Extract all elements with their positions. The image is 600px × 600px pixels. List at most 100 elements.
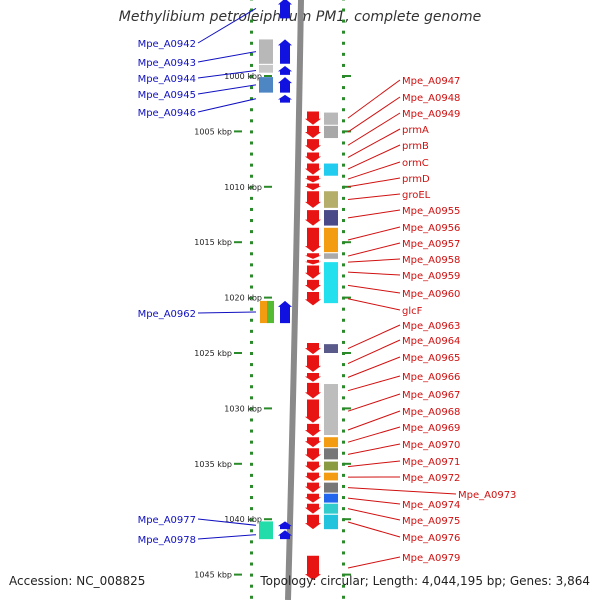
gene-label-right: Mpe_A0957 — [402, 239, 460, 250]
gene-arrow-right — [305, 555, 321, 581]
gene-arrow-right — [305, 183, 321, 191]
leader-line-left — [197, 84, 257, 95]
gene-label-right: ormC — [402, 158, 429, 169]
backbone-line — [285, 0, 304, 600]
scale-dot-left — [250, 207, 253, 211]
gene-arrow-left — [278, 94, 292, 103]
scale-dot-right — [342, 363, 345, 367]
scale-dot-right — [342, 484, 345, 488]
gene-label-right: Mpe_A0947 — [402, 76, 460, 87]
scale-dot-left — [250, 296, 253, 300]
scale-tick-right — [343, 352, 351, 354]
gene-arrow-left — [278, 530, 292, 540]
leader-line-right — [347, 209, 401, 219]
scale-dot-right — [342, 562, 345, 566]
leader-line-right — [347, 497, 401, 505]
annotation-block — [324, 514, 338, 530]
leader-line-right — [347, 375, 401, 392]
scale-dot-right — [342, 97, 345, 101]
scale-dot-left — [250, 518, 253, 522]
scale-dot-left — [250, 496, 253, 500]
scale-dot-left — [250, 595, 253, 599]
scale-tick-label: 1005 kbp — [194, 127, 232, 136]
scale-tick-label: 1010 kbp — [224, 183, 262, 192]
scale-dot-right — [342, 30, 345, 34]
annotation-block — [324, 448, 338, 460]
gene-arrow-right — [305, 382, 321, 399]
scale-tick-left — [264, 296, 272, 299]
leader-line-left — [197, 51, 257, 63]
scale-dot-left — [250, 52, 253, 56]
gene-label-right: glcF — [402, 306, 423, 317]
scale-tick-label: 1035 kbp — [194, 460, 232, 469]
scale-dot-left — [250, 196, 253, 200]
annotation-block — [324, 344, 338, 353]
gene-label-right: Mpe_A0966 — [402, 372, 460, 383]
scale-tick-label: 1000 kbp — [224, 72, 262, 81]
leader-line-right — [347, 556, 401, 569]
label-leaders — [197, 7, 457, 569]
gene-label-left: Mpe_A0944 — [138, 74, 196, 85]
gene-arrow-right — [305, 461, 321, 472]
gene-label-left: Mpe_A0942 — [138, 39, 196, 50]
scale-dot-left — [250, 307, 253, 311]
scale-dot-right — [342, 41, 345, 45]
scale-tick-right — [343, 462, 351, 465]
leader-line-right — [347, 356, 401, 378]
gene-label-right: Mpe_A0968 — [402, 407, 460, 418]
gene-label-right: Mpe_A0969 — [402, 423, 460, 434]
gene-label-right: Mpe_A0949 — [402, 109, 460, 120]
scale-dot-right — [342, 507, 345, 511]
leader-line-right — [347, 284, 401, 294]
gene-arrow-right — [305, 191, 321, 208]
scale-dot-left — [250, 141, 253, 145]
scale-dot-right — [342, 108, 345, 112]
scale-dot-left — [250, 119, 253, 123]
leader-line-right — [347, 96, 401, 133]
accession-text: Accession: NC_008825 — [9, 574, 146, 588]
gene-arrow-left — [278, 521, 292, 530]
scale-dot-left — [250, 285, 253, 289]
scale-tick-right — [343, 296, 351, 299]
gene-label-left: Mpe_A0962 — [138, 309, 196, 320]
leader-line-right — [347, 177, 401, 188]
gene-label-right: groEL — [402, 190, 431, 201]
leader-line-left — [197, 98, 257, 113]
scale-dot-left — [250, 8, 253, 12]
scale-dot-right — [342, 274, 345, 278]
annotation-block — [324, 384, 338, 435]
scale-dot-left — [250, 30, 253, 34]
scale-dot-left — [250, 41, 253, 45]
scale-tick-label: 1045 kbp — [194, 571, 232, 580]
leader-line-right — [347, 443, 401, 455]
annotation-block — [260, 300, 267, 324]
gene-arrow-right — [305, 265, 321, 279]
scale-tick-right — [343, 407, 351, 410]
leader-line-right — [347, 298, 401, 311]
gene-arrow-right — [305, 175, 321, 183]
scale-tick-left — [234, 573, 242, 576]
leader-line-right — [347, 339, 401, 364]
gene-label-right: prmD — [402, 174, 430, 185]
annotation-block — [324, 191, 338, 208]
scale-tick-left — [264, 75, 272, 77]
scale-dot-left — [250, 63, 253, 67]
scale-dot-left — [250, 152, 253, 156]
gene-arrow-right — [305, 503, 321, 514]
gene-label-right: Mpe_A0974 — [402, 500, 460, 511]
scale-dot-right — [342, 551, 345, 555]
scale-dot-left — [250, 174, 253, 178]
gene-arrow-right — [305, 514, 321, 530]
annotation-block — [324, 472, 338, 481]
gene-arrow-right — [305, 292, 321, 306]
gene-arrow-left — [278, 66, 292, 75]
gene-label-left: Mpe_A0978 — [138, 535, 196, 546]
gene-arrow-right — [305, 423, 321, 437]
scale-tick-label: 1030 kbp — [224, 404, 262, 413]
scale-dot-right — [342, 219, 345, 223]
gene-arrow-right — [305, 372, 321, 382]
scale-tick-left — [234, 462, 242, 465]
leader-line-left — [197, 69, 257, 79]
gene-labels: Mpe_A0942 Mpe_A0943 Mpe_A0944 Mpe_A0945 Mpe_… — [138, 39, 517, 564]
gene-arrow-right — [305, 253, 321, 259]
